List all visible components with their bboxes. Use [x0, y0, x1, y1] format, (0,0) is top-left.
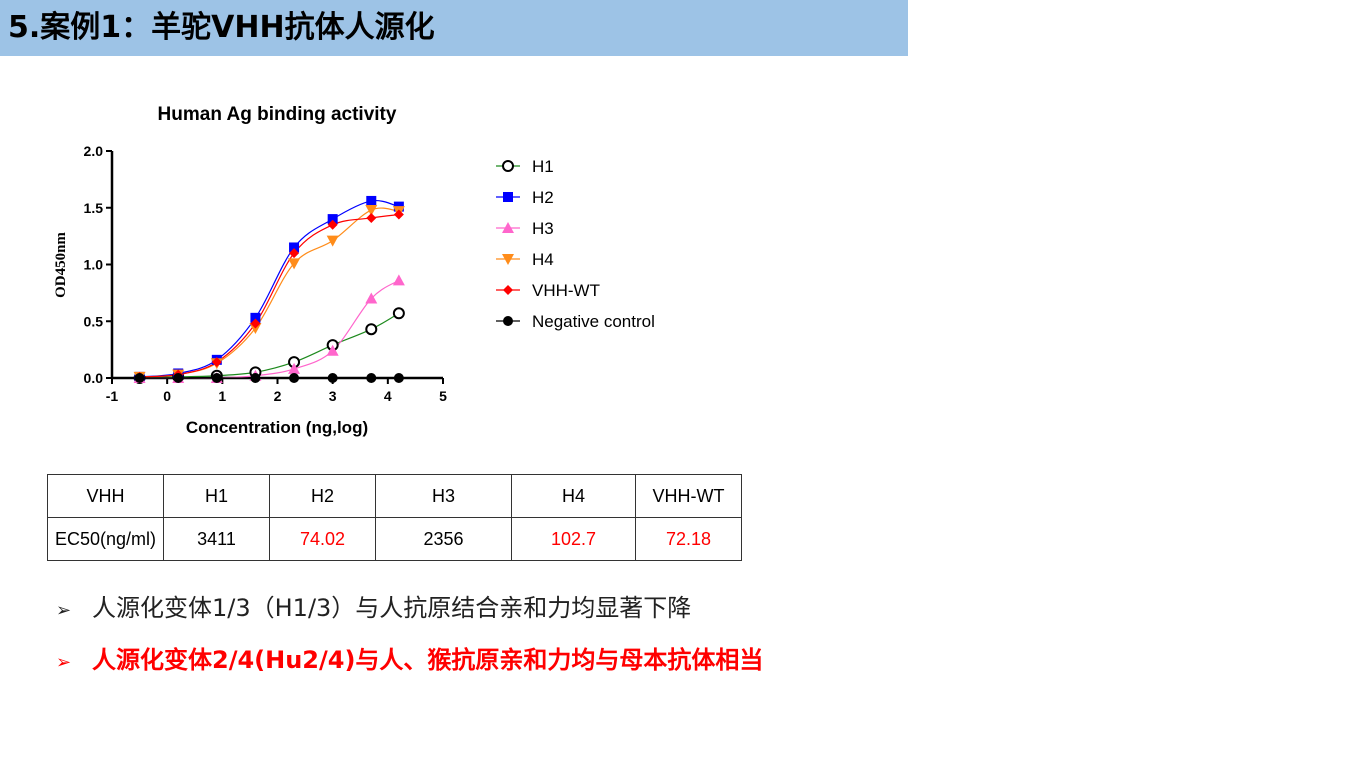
table-header-cell: VHH-WT [635, 474, 742, 518]
table-row: EC50(ng/ml) 3411 74.02 2356 102.7 72.18 [47, 517, 742, 561]
data-point [365, 205, 378, 217]
legend-item: H2 [496, 188, 554, 207]
legend-item: Negative control [496, 312, 655, 331]
data-point [365, 323, 378, 336]
legend-item: H4 [496, 250, 554, 269]
legend-item: H1 [496, 157, 554, 176]
data-point [327, 219, 338, 230]
fit-curve [139, 279, 400, 379]
table-cell: 3411 [163, 517, 270, 561]
data-point [392, 274, 405, 286]
data-point [392, 307, 405, 320]
x-tick-label: 4 [384, 388, 392, 404]
fit-curve [139, 312, 400, 379]
data-point [289, 248, 300, 259]
data-point [393, 373, 404, 383]
table-cell: EC50(ng/ml) [47, 517, 164, 561]
data-point [211, 373, 222, 383]
table-cell: 72.18 [635, 517, 742, 561]
table-cell: 74.02 [269, 517, 376, 561]
data-point [326, 235, 339, 247]
legend-label: VHH-WT [532, 281, 600, 300]
table-header-cell: H4 [511, 474, 636, 518]
arrow-bullet-icon: ➢ [56, 652, 72, 673]
data-point [289, 242, 300, 253]
legend-label: Negative control [532, 312, 655, 331]
arrow-bullet-icon: ➢ [56, 600, 72, 621]
legend-item: VHH-WT [496, 281, 600, 300]
table-header-cell: H1 [163, 474, 270, 518]
data-points [133, 195, 405, 384]
data-point [366, 195, 377, 206]
legend-marker [502, 160, 514, 172]
fit-curve [139, 213, 399, 378]
legend-label: H3 [532, 219, 554, 238]
y-tick-label: 0.5 [84, 313, 104, 329]
data-point [134, 373, 145, 383]
legend-item: H3 [496, 219, 554, 238]
data-point [289, 373, 300, 383]
y-tick-label: 0.0 [84, 370, 104, 386]
table-cell: 2356 [375, 517, 512, 561]
data-point [326, 344, 339, 356]
legend-marker [503, 192, 513, 202]
data-point [250, 312, 261, 323]
chart-axes: -1 0 1 2 3 4 5 0.0 0.5 1.0 1.5 2.0 [84, 143, 448, 404]
slide-title: 5.案例1：羊驼VHH抗体人源化 [8, 10, 435, 45]
x-tick-label: 0 [163, 388, 171, 404]
title-banner: 5.案例1：羊驼VHH抗体人源化 [0, 0, 908, 56]
bullet-point: ➢ 人源化变体2/4(Hu2/4)与人、猴抗原亲和力均与母本抗体相当 [56, 644, 763, 679]
chart-legend: H1 H2 H3 H4 VHH-WT Negative control [496, 157, 655, 331]
x-tick-label: 1 [218, 388, 226, 404]
table-header-row: VHH H1 H2 H3 H4 VHH-WT [47, 474, 742, 518]
bullet-point: ➢ 人源化变体1/3（H1/3）与人抗原结合亲和力均显著下降 [56, 592, 691, 627]
y-tick-label: 1.5 [84, 200, 104, 216]
legend-marker [503, 316, 513, 326]
x-tick-label: 5 [439, 388, 447, 404]
data-point [327, 373, 338, 383]
data-point [173, 373, 184, 383]
x-tick-label: -1 [106, 388, 119, 404]
table-header-cell: H2 [269, 474, 376, 518]
x-tick-label: 3 [329, 388, 337, 404]
table-header-cell: H3 [375, 474, 512, 518]
legend-label: H2 [532, 188, 554, 207]
table-header-cell: VHH [47, 474, 164, 518]
data-point [366, 373, 377, 383]
fit-curves [139, 199, 400, 379]
ec50-table: VHH H1 H2 H3 H4 VHH-WT EC50(ng/ml) 3411 … [47, 474, 742, 561]
data-point [288, 258, 301, 270]
fit-curve [139, 199, 400, 378]
y-tick-label: 1.0 [84, 257, 104, 273]
data-point [288, 362, 301, 374]
legend-marker [502, 222, 514, 233]
legend-label: H4 [532, 250, 554, 269]
binding-chart: Human Ag binding activity -1 0 1 2 3 4 5 0.0 0.5… [53, 104, 655, 437]
data-point [365, 292, 378, 304]
data-point [249, 323, 262, 335]
data-point [327, 214, 338, 225]
data-point [250, 318, 261, 329]
table-cell: 102.7 [511, 517, 636, 561]
legend-label: H1 [532, 157, 554, 176]
data-point [393, 209, 404, 220]
x-axis-label: Concentration (ng,log) [186, 418, 368, 437]
data-point [366, 212, 377, 223]
chart-title: Human Ag binding activity [158, 104, 397, 125]
legend-marker [502, 254, 514, 265]
bullet-text: 人源化变体1/3（H1/3）与人抗原结合亲和力均显著下降 [92, 594, 692, 622]
data-point [211, 357, 222, 368]
legend-marker [503, 285, 513, 295]
bullet-text: 人源化变体2/4(Hu2/4)与人、猴抗原亲和力均与母本抗体相当 [92, 646, 764, 674]
y-axis-label: OD450nm [53, 232, 69, 298]
y-tick-label: 2.0 [84, 143, 104, 159]
data-point [250, 373, 261, 383]
x-tick-label: 2 [274, 388, 282, 404]
